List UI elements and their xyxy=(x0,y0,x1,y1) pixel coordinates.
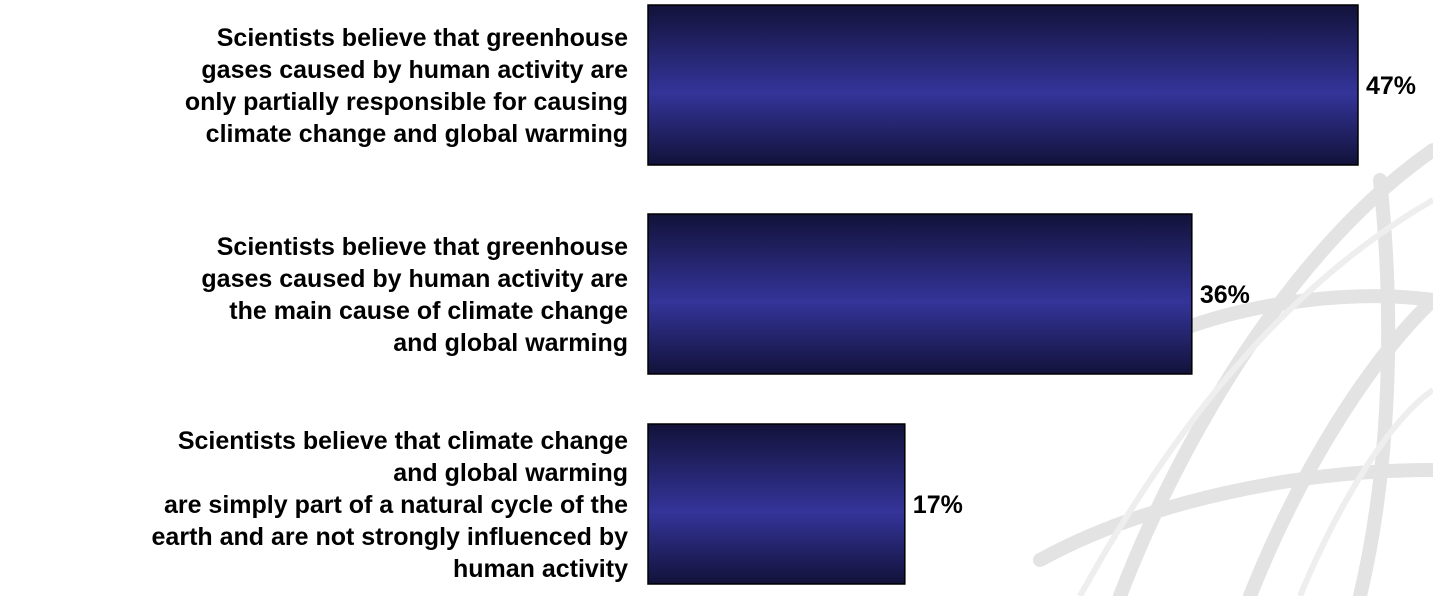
category-label-line: gases caused by human activity are xyxy=(201,56,628,84)
category-label-line: Scientists believe that greenhouse xyxy=(217,24,628,52)
category-label-line: Scientists believe that greenhouse xyxy=(217,233,628,261)
category-label-line: only partially responsible for causing xyxy=(185,88,628,116)
category-label-line: are simply part of a natural cycle of th… xyxy=(164,491,628,519)
bar-3 xyxy=(647,423,906,585)
category-label-line: the main cause of climate change xyxy=(229,297,628,325)
category-label-line: earth and are not strongly influenced by xyxy=(152,523,629,551)
value-label-2: 36% xyxy=(1200,281,1250,309)
category-label-3: Scientists believe that climate change an… xyxy=(152,427,629,583)
category-label-line: climate change and global warming xyxy=(206,120,628,148)
value-label-1: 47% xyxy=(1366,72,1416,100)
bar-1 xyxy=(647,4,1359,166)
category-label-line: Scientists believe that climate change xyxy=(178,427,628,455)
category-label-2: Scientists believe that greenhouse gases … xyxy=(201,233,628,357)
category-label-1: Scientists believe that greenhouse gases … xyxy=(185,24,628,148)
value-label-3: 17% xyxy=(913,491,963,519)
bar-2 xyxy=(647,213,1193,375)
category-label-line: gases caused by human activity are xyxy=(201,265,628,293)
category-label-line: and global warming xyxy=(393,459,628,487)
category-label-line: human activity xyxy=(453,555,628,583)
category-label-line: and global warming xyxy=(393,329,628,357)
